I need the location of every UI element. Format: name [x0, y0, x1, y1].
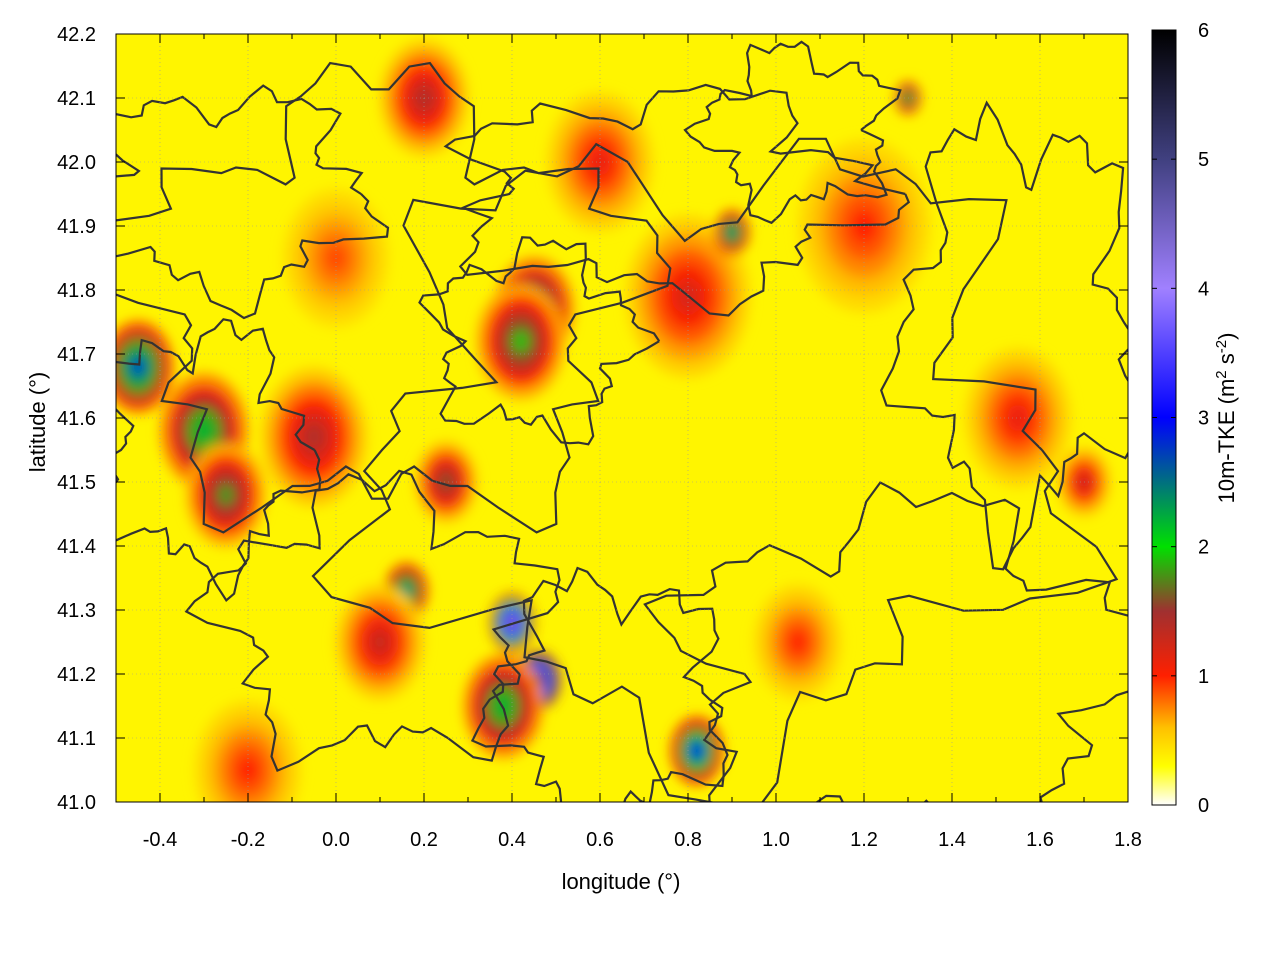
y-tick-label: 42.1 — [57, 88, 96, 110]
colorbar: 0 1 2 3 4 5 6 10m-TKE (m2 s-2) — [1151, 20, 1239, 817]
heat-hotspot-17 — [1007, 404, 1029, 432]
y-tick-labels: 41.0 41.1 41.2 41.3 41.4 41.5 41.6 41.7 41.8 41.9… — [57, 24, 96, 814]
colorbar-tick-label: 5 — [1198, 149, 1209, 171]
y-tick-label: 41.4 — [57, 536, 96, 558]
x-tick-labels: -0.4 -0.2 0.0 0.2 0.4 0.6 0.8 1.0 1.2 1.4 1.6 1.8 — [143, 829, 1142, 851]
heat-hotspot-11 — [402, 585, 411, 597]
colorbar-tick-label: 2 — [1198, 537, 1209, 559]
colorbar-tick-label: 1 — [1198, 666, 1209, 688]
x-tick-label: 1.0 — [762, 829, 790, 851]
terrain-contour — [470, 566, 729, 802]
y-tick-label: 41.5 — [57, 472, 96, 494]
colorbar-tick-label: 3 — [1198, 408, 1209, 430]
colorbar-label: 10m-TKE (m2 s-2) — [1213, 333, 1239, 504]
colorbar-ticks: 0 1 2 3 4 5 6 — [1152, 20, 1209, 817]
terrain-contour — [116, 61, 672, 534]
y-tick-label: 42.0 — [57, 152, 96, 174]
y-tick-label: 41.6 — [57, 408, 96, 430]
heat-hotspot-13 — [691, 743, 703, 758]
terrain-contour — [184, 469, 561, 773]
colorbar-tick-label: 0 — [1198, 795, 1209, 817]
heat-hotspot-12 — [371, 630, 389, 654]
heat-hotspot-2 — [218, 484, 234, 506]
x-tick-label: 1.8 — [1114, 829, 1142, 851]
x-tick-label: 0.2 — [410, 829, 438, 851]
terrain-contour — [683, 40, 902, 225]
x-tick-label: 1.6 — [1026, 829, 1054, 851]
x-tick-label: -0.2 — [231, 829, 265, 851]
y-tick-label: 41.3 — [57, 600, 96, 622]
x-tick-label: 1.2 — [850, 829, 878, 851]
plot-area — [115, 33, 1129, 803]
colorbar-tick-label: 6 — [1198, 20, 1209, 42]
terrain-contour — [116, 318, 322, 602]
terrain-contour — [116, 84, 390, 320]
colorbar-tick-label: 4 — [1198, 278, 1209, 300]
y-tick-label: 41.1 — [57, 728, 96, 750]
heat-hotspot-14 — [728, 227, 736, 238]
x-tick-label: 0.8 — [674, 829, 702, 851]
x-tick-label: 0.4 — [498, 829, 526, 851]
x-tick-label: 1.4 — [938, 829, 966, 851]
y-tick-label: 42.2 — [57, 24, 96, 46]
x-tick-label: 0.6 — [586, 829, 614, 851]
y-tick-label: 41.0 — [57, 792, 96, 814]
y-tick-label: 41.2 — [57, 664, 96, 686]
tick-marks — [116, 33, 1129, 803]
terrain-contour — [418, 236, 661, 446]
terrain-contour — [880, 100, 1128, 571]
y-tick-label: 41.7 — [57, 344, 96, 366]
x-axis-label: longitude (°) — [562, 869, 681, 894]
heat-hotspot-7 — [439, 473, 453, 491]
heat-hotspot-3 — [303, 423, 325, 452]
y-tick-label: 41.9 — [57, 216, 96, 238]
heat-hotspot-5 — [512, 329, 530, 353]
heat-hotspot-23 — [789, 630, 807, 654]
terrain-contour — [443, 83, 911, 317]
heat-hotspot-0 — [130, 357, 146, 377]
x-tick-label: 0.0 — [322, 829, 350, 851]
x-tick-label: -0.4 — [143, 829, 177, 851]
terrain-contour — [311, 137, 1119, 802]
y-axis-label: latitude (°) — [25, 372, 50, 473]
y-tick-label: 41.8 — [57, 280, 96, 302]
